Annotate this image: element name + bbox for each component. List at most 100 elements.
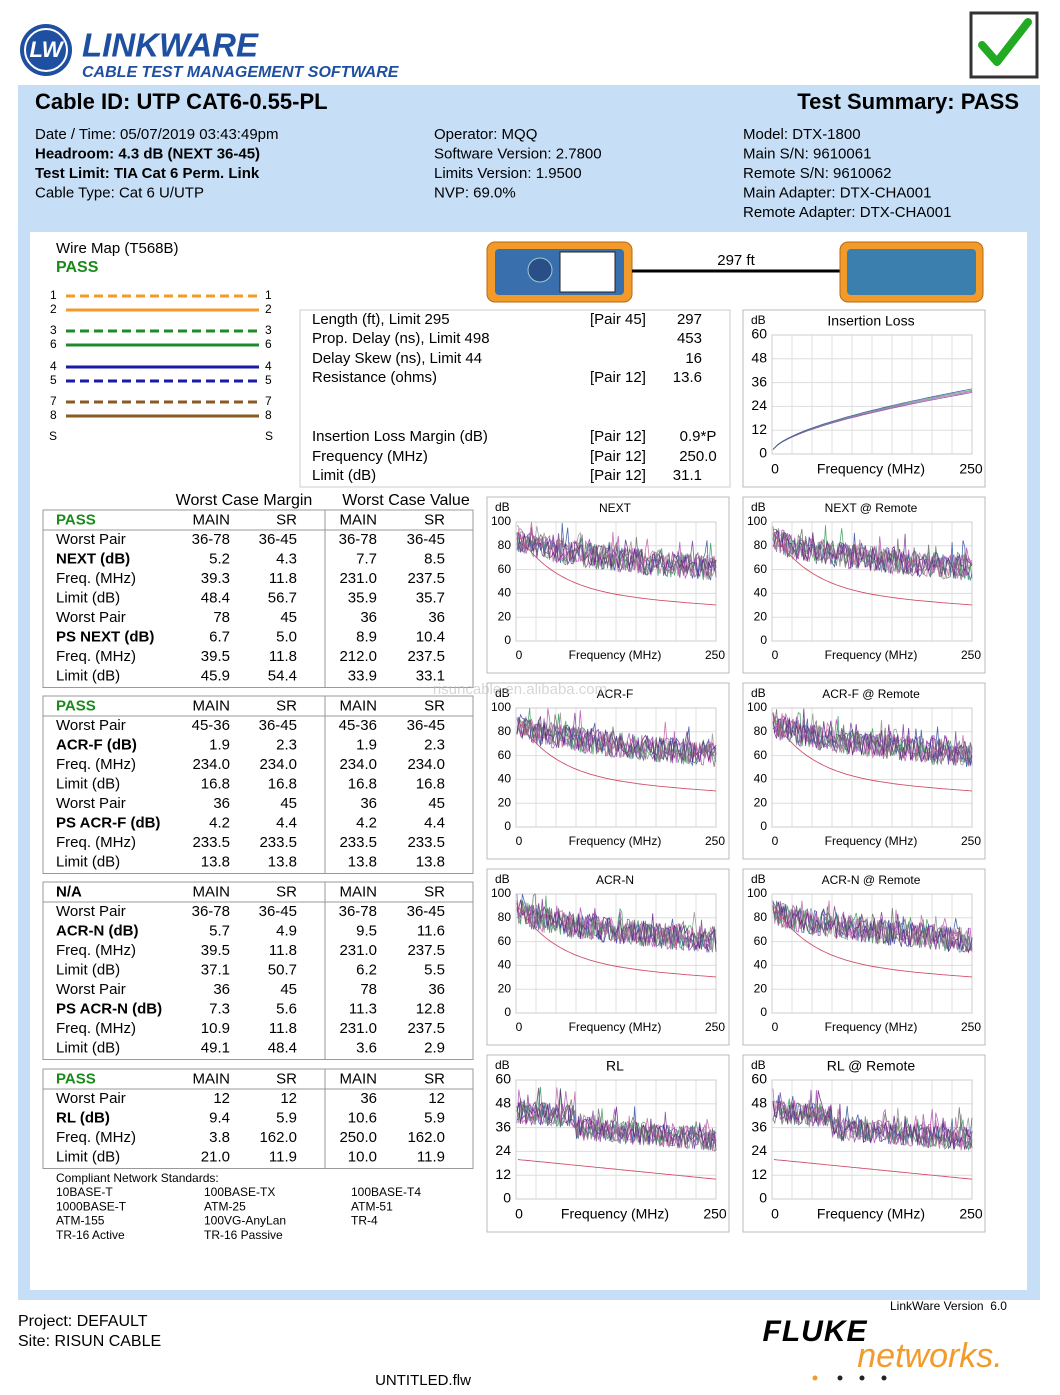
limit-curve: [773, 1159, 973, 1180]
trace: [516, 714, 717, 767]
row-label: PS ACR-F (dB): [56, 814, 160, 831]
pin-label: 5: [265, 373, 272, 387]
table-cell: 36: [360, 1090, 377, 1107]
result-value: 297: [677, 311, 702, 328]
info-line: Cable Type: Cat 6 U/UTP: [35, 184, 204, 201]
plot-frame: [771, 707, 973, 828]
table-cell: SR: [276, 1070, 297, 1087]
x-tick-label: 250: [705, 1020, 725, 1034]
y-tick-label: 80: [754, 724, 768, 738]
trace: [772, 709, 973, 766]
trace: [772, 388, 973, 450]
y-tick-label: 60: [754, 748, 768, 762]
y-tick-label: 60: [751, 1071, 767, 1087]
row-label: N/A: [56, 883, 82, 900]
logo-dot: [812, 1375, 818, 1381]
cable-id: Cable ID: UTP CAT6-0.55-PL: [35, 89, 328, 114]
trace: [516, 893, 717, 950]
table-cell: 11.8: [269, 1020, 297, 1037]
table-cell: 6.7: [209, 628, 230, 645]
pin-label: 4: [265, 359, 272, 373]
trace: [516, 532, 717, 581]
table-cell: 237.5: [407, 570, 445, 587]
table-block: [42, 509, 474, 688]
group-header: Worst Case Margin: [176, 492, 313, 509]
row-label: Limit (dB): [56, 775, 120, 792]
table-block: [42, 881, 474, 1060]
result-value: 31.1: [673, 467, 702, 484]
table-cell: MAIN: [340, 697, 378, 714]
table-cell: 12.8: [416, 1000, 445, 1017]
table-cell: 36-45: [259, 903, 297, 920]
table-cell: 50.7: [268, 961, 297, 978]
y-tick-label: 0: [504, 1005, 511, 1019]
row-label: Worst Pair: [56, 795, 126, 812]
table-cell: 234.0: [339, 756, 377, 773]
result-label: Frequency (MHz): [312, 448, 428, 465]
table-block: [42, 1068, 474, 1169]
table-cell: 78: [213, 609, 230, 626]
y-tick-label: 0: [760, 819, 767, 833]
y-tick-label: 0: [759, 1190, 767, 1206]
table-cell: 78: [360, 981, 377, 998]
trace: [772, 1090, 973, 1150]
table-cell: 16.8: [348, 775, 377, 792]
table-cell: 5.6: [276, 1000, 297, 1017]
y-tick-label: 60: [751, 326, 767, 342]
table-cell: 12: [428, 1090, 445, 1107]
row-label: ACR-N (dB): [56, 922, 138, 939]
table-cell: 4.4: [424, 814, 445, 831]
y-tick-label: 24: [495, 1142, 511, 1158]
chart-box: [742, 496, 986, 674]
chart-title: ACR-N: [596, 873, 634, 887]
table-cell: 4.4: [276, 814, 297, 831]
row-label: PASS: [56, 511, 96, 528]
trace: [516, 899, 717, 953]
table-cell: 11.8: [269, 942, 297, 959]
row-label: Freq. (MHz): [56, 1020, 136, 1037]
result-pair: [Pair 12]: [590, 448, 646, 465]
x-tick-label: 0: [771, 461, 779, 477]
table-cell: 2.3: [424, 736, 445, 753]
limit-curve: [773, 534, 973, 606]
chart-title: ACR-F: [597, 687, 634, 701]
chart-unit: dB: [751, 686, 766, 700]
table-cell: 13.8: [201, 853, 230, 870]
table-cell: 12: [213, 1090, 230, 1107]
row-label: ACR-F (dB): [56, 736, 137, 753]
limit-curve: [517, 1159, 717, 1180]
row-label: Worst Pair: [56, 531, 126, 548]
table-cell: SR: [424, 883, 445, 900]
y-tick-label: 60: [754, 934, 768, 948]
y-tick-label: 40: [754, 586, 768, 600]
chart-title: RL: [606, 1058, 624, 1074]
pin-label: 3: [50, 323, 57, 337]
table-cell: 37.1: [201, 961, 230, 978]
y-tick-label: 0: [504, 819, 511, 833]
result-value: 453: [677, 330, 702, 347]
table-cell: 13.8: [268, 853, 297, 870]
table-cell: 5.9: [424, 1109, 445, 1126]
chart-title: RL @ Remote: [827, 1058, 916, 1074]
table-cell: 36-45: [259, 717, 297, 734]
y-tick-label: 40: [754, 772, 768, 786]
x-tick-label: 0: [516, 1020, 523, 1034]
row-label: Worst Pair: [56, 717, 126, 734]
y-tick-label: 40: [498, 958, 512, 972]
table-cell: 36-45: [407, 717, 445, 734]
group-header: Worst Case Value: [342, 492, 470, 509]
x-tick-label: 250: [961, 648, 981, 662]
table-cell: MAIN: [340, 883, 378, 900]
table-cell: 35.9: [348, 589, 377, 606]
x-tick-label: 250: [959, 1206, 983, 1222]
x-tick-label: 0: [515, 1206, 523, 1222]
limit-curve: [773, 720, 973, 792]
trace: [516, 712, 717, 765]
chart-box: [742, 309, 986, 488]
table-cell: SR: [276, 511, 297, 528]
trace: [516, 532, 717, 578]
chart-title: Insertion Loss: [827, 313, 914, 329]
table-cell: 39.5: [201, 648, 230, 665]
table-cell: 237.5: [407, 1020, 445, 1037]
table-cell: 36: [360, 609, 377, 626]
